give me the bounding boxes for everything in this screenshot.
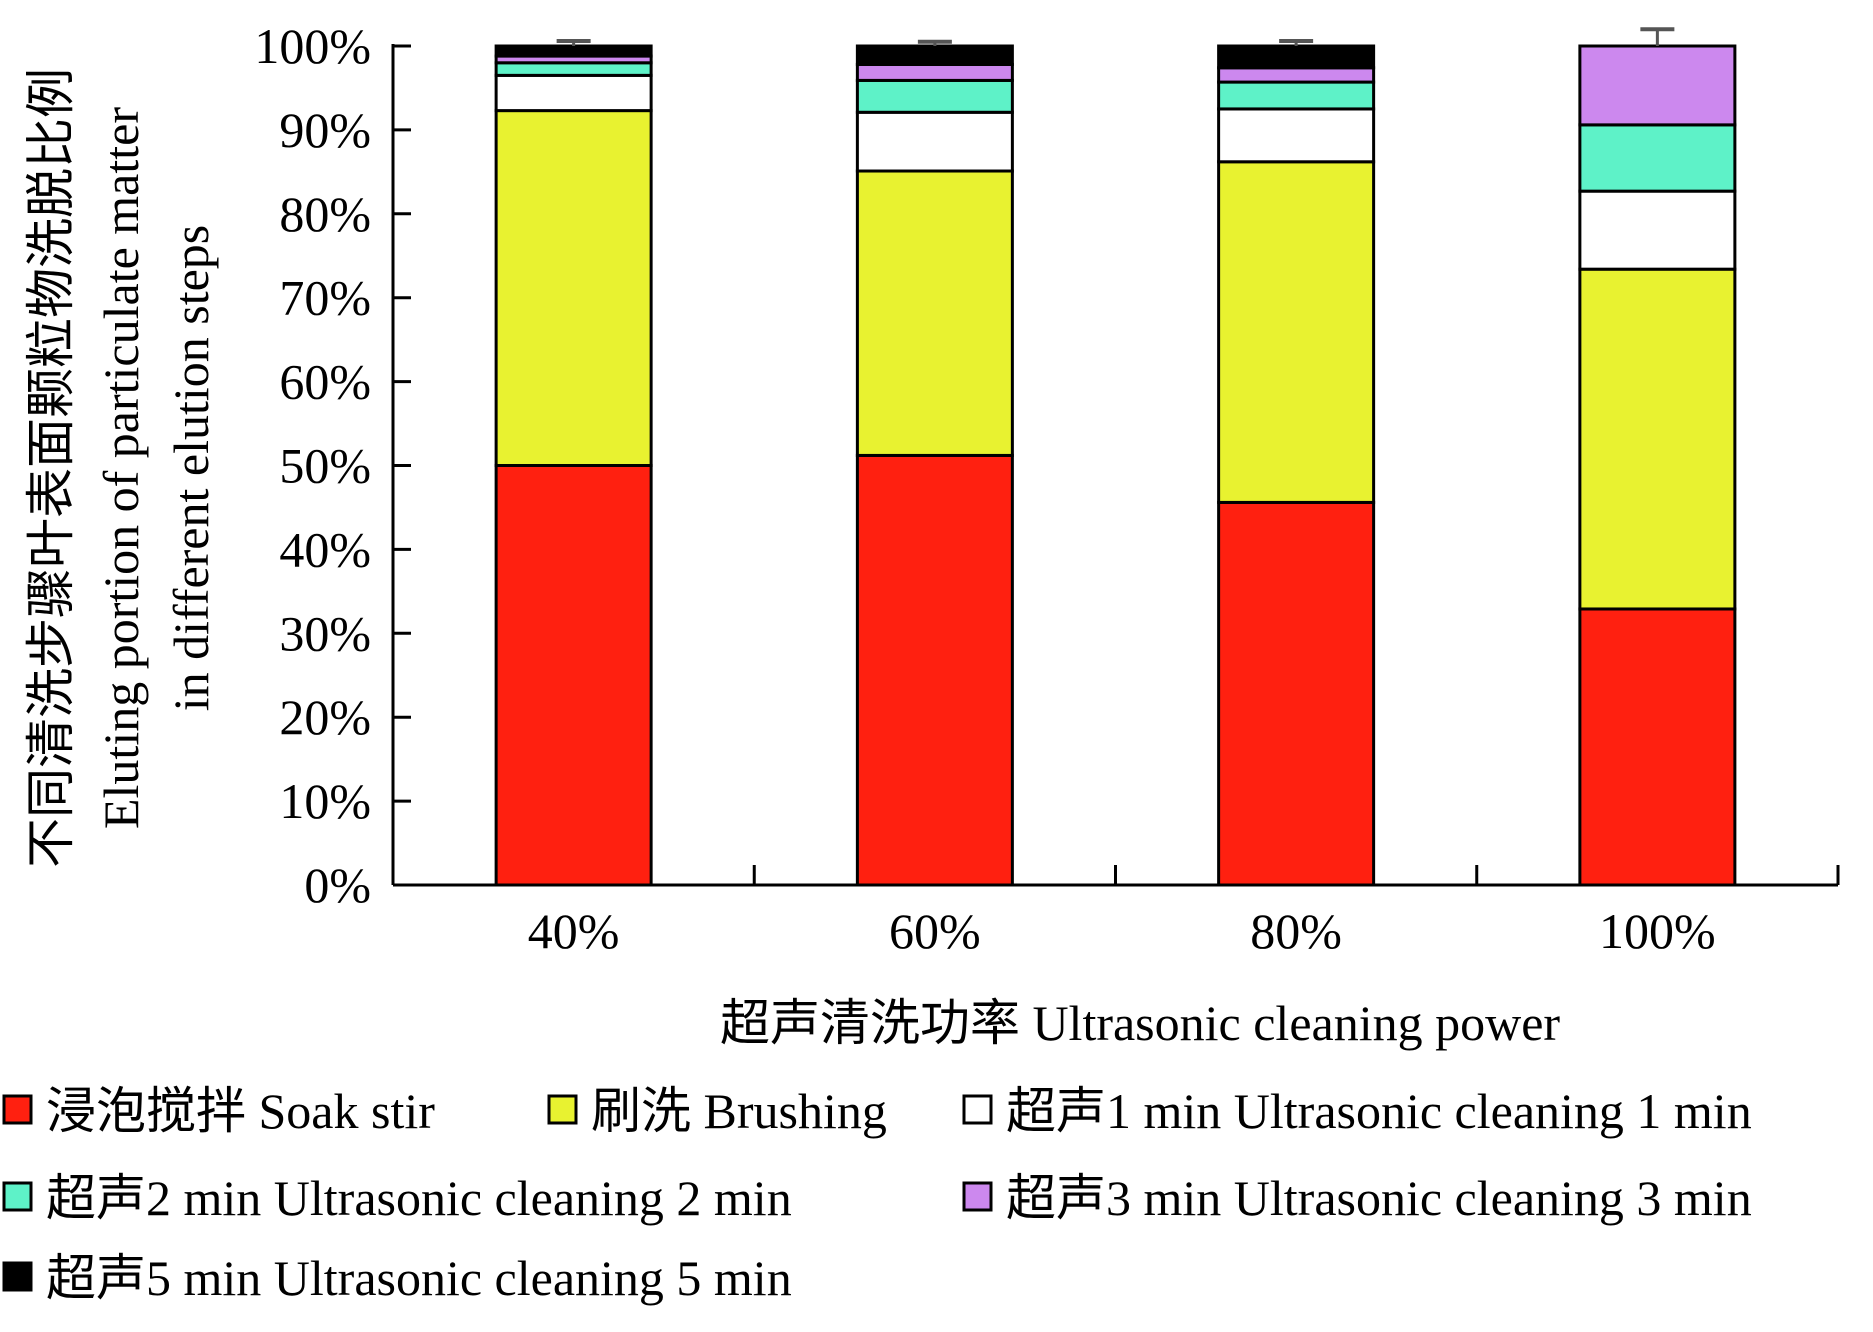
error-bar-6-cat-3 [1279, 38, 1314, 46]
bar-segment-3-cat-2 [855, 110, 1014, 173]
legend-item-5: 超声3 min Ultrasonic cleaning 3 min [962, 1170, 1752, 1226]
bar-segment-5-cat-3 [1217, 66, 1376, 84]
y-tick-label: 60% [279, 354, 371, 410]
x-tick-label: 100% [1599, 903, 1716, 959]
legend-swatch [2, 1261, 33, 1292]
bar-segment-6-cat-2 [855, 44, 1014, 66]
error-bar-6-cat-1 [556, 38, 591, 46]
x-axis-title: 超声清洗功率 Ultrasonic cleaning power [720, 995, 1560, 1051]
y-tick-label: 80% [279, 186, 371, 242]
bar-segment-1-cat-3 [1217, 500, 1376, 887]
legend-swatch [962, 1181, 993, 1212]
bar-segment-4-cat-3 [1217, 80, 1376, 111]
bar-segment-2-cat-2 [855, 169, 1014, 457]
bar-segment-1-cat-2 [855, 453, 1014, 887]
legend-item-3: 超声1 min Ultrasonic cleaning 1 min [962, 1083, 1752, 1139]
y-axis-title-line-3: in different elution steps [163, 225, 219, 711]
y-tick-label: 0% [304, 857, 371, 913]
legend: 浸泡搅拌 Soak stir 刷洗 Brushing 超声1 min Ultraso… [2, 1083, 1752, 1306]
bar-segment-5-cat-2 [855, 62, 1014, 82]
legend-item-1: 浸泡搅拌 Soak stir [2, 1083, 435, 1139]
legend-label: 超声3 min Ultrasonic cleaning 3 min [1006, 1170, 1752, 1226]
bar-segment-3-cat-3 [1217, 107, 1376, 164]
legend-swatch [962, 1094, 993, 1125]
error-bar-6-cat-2 [917, 39, 952, 46]
y-tick-label: 100% [254, 18, 371, 74]
bar-segment-4-cat-1 [494, 61, 653, 77]
x-tick-label: 40% [528, 903, 620, 959]
y-tick-label: 20% [279, 689, 371, 745]
bar-segment-3-cat-1 [494, 73, 653, 113]
legend-label: 浸泡搅拌 Soak stir [46, 1083, 435, 1139]
bar-segment-3-cat-4 [1578, 189, 1737, 271]
bar-segment-4-cat-4 [1578, 123, 1737, 193]
legend-swatch [547, 1094, 578, 1125]
y-axis-title: 不同清洗步骤叶表面颗粒物洗脱比例 Eluting portion of part… [23, 68, 219, 868]
legend-label: 刷洗 Brushing [591, 1083, 887, 1139]
y-tick-label: 40% [279, 521, 371, 577]
axes [391, 44, 1838, 887]
bar-segment-5-cat-4 [1578, 44, 1737, 127]
bar-segment-4-cat-2 [855, 78, 1014, 114]
y-axis-ticks: 0% 10% 20% 30% 40% 50% 60% 70% 80% 90% 100% [254, 18, 411, 913]
y-axis-title-line-1: 不同清洗步骤叶表面颗粒物洗脱比例 [23, 68, 79, 868]
legend-label: 超声1 min Ultrasonic cleaning 1 min [1006, 1083, 1752, 1139]
legend-label: 超声2 min Ultrasonic cleaning 2 min [46, 1170, 792, 1226]
bar-segment-6-cat-3 [1217, 44, 1376, 70]
y-tick-label: 50% [279, 438, 371, 494]
x-tick-label: 60% [889, 903, 981, 959]
legend-item-2: 刷洗 Brushing [547, 1083, 887, 1139]
y-tick-label: 70% [279, 270, 371, 326]
bar-segment-1-cat-1 [494, 464, 653, 887]
legend-item-4: 超声2 min Ultrasonic cleaning 2 min [2, 1170, 792, 1226]
legend-label: 超声5 min Ultrasonic cleaning 5 min [46, 1250, 792, 1306]
error-bar-5-cat-4 [1640, 27, 1675, 46]
bar-segment-1-cat-4 [1578, 607, 1737, 887]
y-axis-title-line-2: Eluting portion of particulate matter [93, 107, 149, 829]
y-tick-label: 10% [279, 773, 371, 829]
x-tick-label: 80% [1250, 903, 1342, 959]
legend-swatch [2, 1181, 33, 1212]
bar-segment-2-cat-4 [1578, 267, 1737, 611]
plot-area [494, 27, 1737, 887]
legend-swatch [2, 1094, 33, 1125]
y-tick-label: 30% [279, 605, 371, 661]
bar-segment-2-cat-1 [494, 109, 653, 467]
bar-segment-6-cat-1 [494, 44, 653, 58]
x-axis-ticks: 40% 60% 80% 100% [528, 865, 1840, 959]
y-tick-label: 90% [279, 102, 371, 158]
legend-item-6: 超声5 min Ultrasonic cleaning 5 min [2, 1250, 792, 1306]
bar-segment-2-cat-3 [1217, 160, 1376, 504]
